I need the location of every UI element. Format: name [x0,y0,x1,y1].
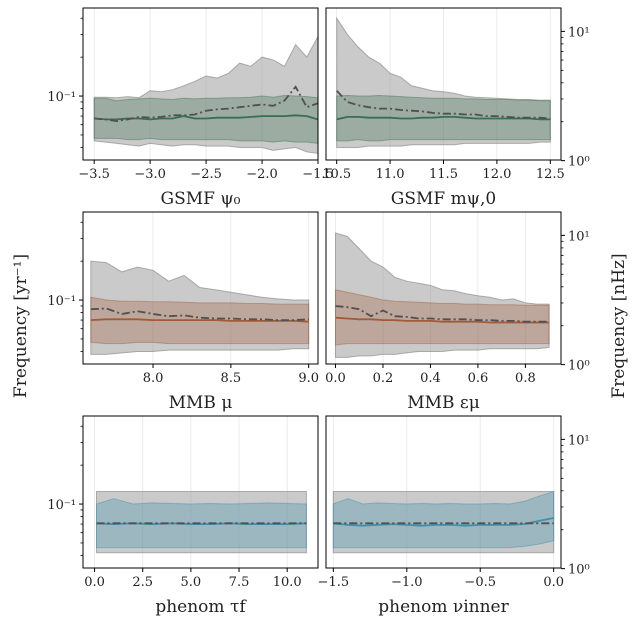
y-tick-label: 10⁰ [568,155,590,170]
x-tick-label: 0.6 [468,371,489,386]
median-line [90,318,309,323]
x-tick-label: −3.0 [134,167,166,182]
x-tick-label: 9.0 [298,371,319,386]
x-tick-label: 10.0 [273,575,302,590]
x-tick-label: 8.5 [221,371,242,386]
x-tick-label: −2.5 [190,167,222,182]
x-axis-label: MMB μ [169,393,233,413]
y-tick-label: 10¹ [568,229,590,244]
plot-area [96,491,307,554]
axes-frame [325,415,562,569]
plot-area [90,260,310,355]
outer-range-band [90,260,310,355]
y-tick-label: 10⁰ [568,359,590,374]
reference-dashdot-line [90,307,309,321]
x-tick-label: 0.0 [325,371,346,386]
plot-area [332,490,555,554]
reference-dashdot-line [94,85,318,123]
inner-range-band [332,490,555,549]
y-tick-label: 10⁰ [568,563,590,578]
outer-range-band [332,491,555,554]
right-y-axis-label: Frequency [nHz] [609,253,629,398]
median-line [336,116,551,121]
x-tick-label: 12.0 [482,167,511,182]
x-tick-label: −1.5 [318,575,350,590]
x-axis-label: GSMF ψ₀ [161,189,241,209]
plot-area [335,232,550,358]
y-tick-label: 10⁻¹ [47,498,76,513]
subplot-3: 8.0 8.5 9.0 10⁻¹ MMB μ [47,211,319,413]
x-axis-label: phenom τf [155,597,247,617]
reference-dashdot-line [336,90,551,120]
y-tick-label: 10¹ [568,25,590,40]
outer-range-band [93,36,318,154]
plot-area [93,36,318,154]
x-tick-label: 0.8 [515,371,536,386]
outer-range-band [336,16,551,148]
subplot-6: −1.5 −1.0 −0.5 0.0 10⁰ 10¹ phenom νinner [318,415,590,617]
reference-dashdot-line [335,305,550,323]
inner-range-band [93,94,318,144]
plot-area [336,16,551,148]
y-tick-label: 10¹ [568,433,590,448]
median-line [333,517,554,527]
axes-frame [82,415,319,569]
x-tick-label: −0.5 [464,575,496,590]
outer-range-band [335,232,550,358]
inner-range-band [335,289,550,346]
x-tick-label: 11.5 [429,167,458,182]
median-line [335,316,550,324]
inner-range-band [336,94,551,142]
x-tick-label: −1.0 [391,575,423,590]
x-tick-label: 2.5 [132,575,153,590]
x-tick-label: −1.5 [302,167,334,182]
y-tick-label: 10⁻¹ [47,90,76,105]
x-tick-label: −2.0 [246,167,278,182]
y-tick-label: 10⁻¹ [47,294,76,309]
x-tick-label: 0.0 [84,575,105,590]
x-tick-label: 12.5 [536,167,565,182]
x-axis-label: phenom νinner [378,597,509,617]
x-tick-label: 8.0 [143,371,164,386]
axes-frame [82,211,319,365]
subplot-5: 0.0 2.5 5.0 7.5 10.0 10⁻¹ phenom τf [47,415,319,617]
x-tick-label: 11.0 [376,167,405,182]
x-tick-label: 0.4 [420,371,441,386]
x-tick-label: 0.0 [543,575,564,590]
axes-frame [82,7,319,161]
inner-range-band [96,498,307,549]
x-tick-label: 0.2 [373,371,394,386]
x-tick-label: −3.5 [78,167,110,182]
x-axis-label: GSMF mψ,0 [391,189,497,209]
outer-range-band [96,491,307,554]
subplot-1: −3.5 −3.0 −2.5 −2.0 −1.5 10⁻¹ GSMF ψ₀ [47,7,334,209]
subplot-4: 0.0 0.2 0.4 0.6 0.8 10⁰ 10¹ MMB εμ [325,211,590,413]
x-tick-label: 5.0 [181,575,202,590]
axes-frame [325,211,562,365]
x-tick-label: 7.5 [229,575,250,590]
left-y-axis-label: Frequency [yr⁻¹] [11,254,31,398]
x-axis-label: MMB εμ [407,393,480,413]
x-tick-label: 10.5 [322,167,351,182]
